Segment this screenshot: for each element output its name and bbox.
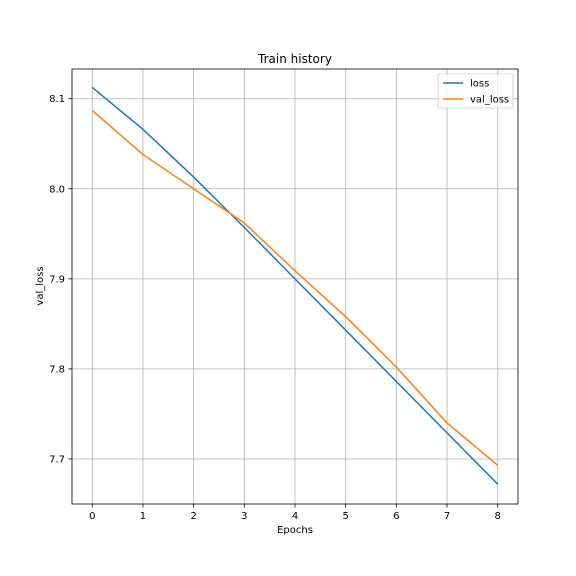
series-line-val-loss	[91, 109, 499, 466]
y-tick-label: 7.8	[49, 364, 65, 375]
x-tick-label: 5	[342, 511, 348, 522]
y-tick-label: 7.9	[49, 274, 65, 285]
series-line-loss	[91, 86, 499, 485]
y-axis: 7.7 7.8 7.9 8.0 8.1	[49, 94, 72, 465]
x-axis: 0 1 2 3 4 5 6 7 8	[89, 504, 501, 522]
x-tick-label: 0	[89, 511, 95, 522]
series-layer	[91, 86, 499, 485]
x-tick-label: 6	[393, 511, 399, 522]
y-axis-label: val_loss	[35, 266, 46, 305]
x-tick-label: 8	[495, 511, 501, 522]
x-axis-label: Epochs	[277, 525, 313, 536]
x-tick-label: 4	[292, 511, 298, 522]
y-tick-label: 8.0	[49, 184, 65, 195]
legend-label: val_loss	[470, 95, 509, 106]
x-tick-label: 1	[140, 511, 146, 522]
legend: loss val_loss	[437, 73, 514, 109]
chart-title: Train history	[257, 52, 332, 66]
x-tick-label: 3	[241, 511, 247, 522]
grid	[72, 69, 518, 504]
y-tick-label: 7.7	[49, 454, 65, 465]
x-tick-label: 2	[190, 511, 196, 522]
y-tick-label: 8.1	[49, 94, 65, 105]
legend-label: loss	[470, 79, 489, 90]
x-tick-label: 7	[444, 511, 450, 522]
